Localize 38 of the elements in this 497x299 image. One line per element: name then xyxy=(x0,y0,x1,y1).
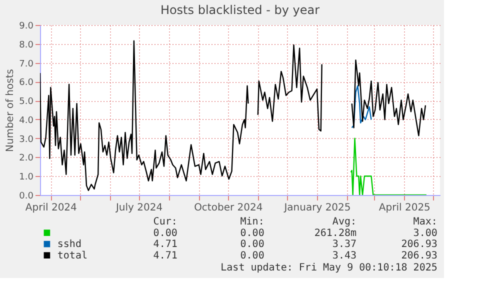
text: 0.00 xyxy=(153,228,178,239)
text: Min: xyxy=(240,216,264,228)
y-tick-label: 8.0 xyxy=(19,40,34,50)
line-series xyxy=(351,85,372,128)
text: Max: xyxy=(413,216,438,228)
y-tick-label: 7.0 xyxy=(19,59,34,70)
y-tick-label: 2.0 xyxy=(19,154,34,164)
text: 0.00 xyxy=(240,239,264,250)
y-tick-label: 5.0 xyxy=(19,97,34,108)
x-tick-label: April 2024 xyxy=(25,202,77,214)
legend-label: sshd xyxy=(57,239,82,250)
x-tick-label: October 2024 xyxy=(194,202,263,214)
x-tick-label: July 2024 xyxy=(114,202,163,214)
text: Cur: xyxy=(153,216,178,228)
y-axis-title: Number of hosts xyxy=(5,69,16,152)
text: 3.43 xyxy=(332,250,357,262)
line-series xyxy=(350,138,428,195)
text: 261.28m xyxy=(314,228,357,239)
x-tick-label: January 2025 xyxy=(283,202,351,214)
text: Last update: Fri May 9 00:10:18 2025 xyxy=(220,262,438,274)
text: 3.00 xyxy=(413,228,438,239)
text: 206.93 xyxy=(401,250,438,262)
y-tick-label: 6.0 xyxy=(19,78,34,88)
x-tick-label: April 2025 xyxy=(378,202,430,214)
y-tick-label: 3.0 xyxy=(19,134,34,145)
text: 4.71 xyxy=(153,239,178,250)
text: 4.71 xyxy=(153,250,178,262)
chart-title: Hosts blacklisted - by year xyxy=(160,3,320,17)
y-tick-label: 9.0 xyxy=(19,22,34,32)
text: Avg: xyxy=(332,216,357,228)
y-tick-label: 0.0 xyxy=(19,192,34,202)
text: 0.00 xyxy=(240,228,264,239)
text: 206.93 xyxy=(401,239,438,250)
y-tick-label: 1.0 xyxy=(19,172,34,183)
y-tick-label: 4.0 xyxy=(19,116,34,126)
text: 0.00 xyxy=(240,250,264,262)
text: 3.37 xyxy=(332,239,357,250)
legend-label: total xyxy=(57,250,88,262)
